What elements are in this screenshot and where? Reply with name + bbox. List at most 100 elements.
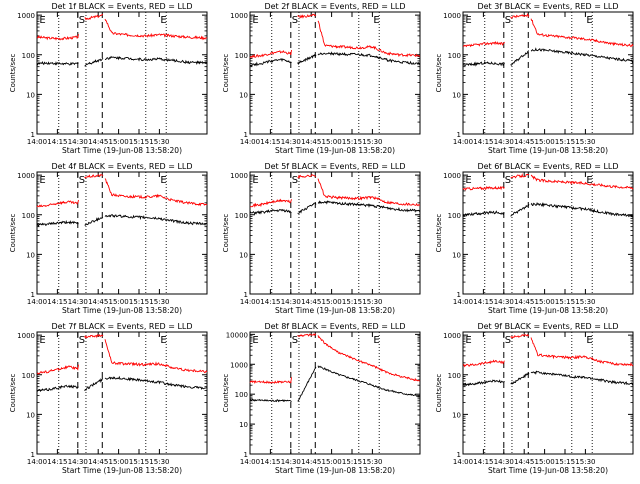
x-tick-label: 15:15 — [555, 298, 575, 306]
y-tick-label: 10 — [26, 251, 35, 259]
chart-title: Det 7f BLACK = Events, RED = LLD — [51, 322, 192, 331]
y-tick-label: 100 — [22, 212, 35, 220]
y-tick-label: 1 — [244, 291, 248, 299]
y-tick-label: 1000 — [443, 172, 461, 180]
x-tick-label: 15:30 — [575, 458, 595, 466]
x-axis-label: Start Time (19-Jun-08 13:58:20) — [488, 146, 608, 155]
plot-frame — [249, 331, 421, 455]
x-tick-label: 14:15 — [473, 298, 493, 306]
x-axis-label: Start Time (19-Jun-08 13:58:20) — [275, 466, 395, 475]
event-marker: S — [505, 335, 511, 346]
events-rate-line — [462, 47, 634, 67]
y-tick-label: 1000 — [230, 172, 248, 180]
y-tick-label: 1 — [244, 131, 248, 139]
x-axis-label: Start Time (19-Jun-08 13:58:20) — [62, 306, 182, 315]
x-tick-label: 15:15 — [342, 138, 362, 146]
x-tick-label: 15:30 — [362, 298, 382, 306]
x-tick-label: 15:30 — [575, 138, 595, 146]
y-tick-label: 1000 — [230, 361, 248, 369]
x-tick-label: 14:30 — [494, 298, 514, 306]
event-marker: S — [505, 175, 511, 186]
x-tick-label: 14:15 — [260, 298, 280, 306]
y-tick-label: 10 — [239, 91, 248, 99]
y-tick-label: 1000 — [17, 12, 35, 20]
x-tick-label: 15:15 — [342, 458, 362, 466]
events-rate-line — [462, 202, 634, 218]
x-tick-label: 15:30 — [149, 298, 169, 306]
x-tick-label: 15:00 — [322, 138, 342, 146]
lld-rate-line — [249, 333, 421, 385]
x-tick-label: 14:00 — [453, 458, 473, 466]
x-tick-label: 15:30 — [575, 298, 595, 306]
y-axis-label: Counts/sec — [435, 214, 443, 253]
y-tick-label: 1 — [457, 131, 461, 139]
plot-frame — [462, 171, 634, 295]
x-tick-label: 14:30 — [494, 458, 514, 466]
x-tick-label: 15:00 — [535, 298, 555, 306]
x-tick-label: 14:15 — [47, 298, 67, 306]
x-tick-label: 14:45 — [88, 138, 108, 146]
x-tick-label: 14:00 — [240, 458, 260, 466]
event-marker: E — [465, 175, 471, 186]
y-tick-label: 100 — [448, 52, 461, 60]
events-rate-line — [36, 55, 208, 67]
y-tick-label: 1000 — [443, 12, 461, 20]
x-tick-label: 14:30 — [281, 138, 301, 146]
x-tick-label: 15:15 — [555, 138, 575, 146]
x-axis-label: Start Time (19-Jun-08 13:58:20) — [62, 466, 182, 475]
events-rate-line — [462, 370, 634, 388]
y-axis-label: Counts/sec — [9, 214, 17, 253]
x-tick-label: 15:00 — [322, 458, 342, 466]
x-tick-label: 15:15 — [342, 298, 362, 306]
y-tick-label: 10 — [452, 251, 461, 259]
x-tick-label: 15:15 — [129, 458, 149, 466]
lld-rate-line — [36, 14, 208, 41]
lld-rate-line — [462, 333, 634, 368]
plot-frame — [36, 11, 208, 135]
event-marker: E — [160, 175, 166, 186]
y-tick-label: 100 — [22, 372, 35, 380]
lld-rate-line — [249, 13, 421, 59]
x-tick-label: 14:30 — [281, 298, 301, 306]
chart-title: Det 4f BLACK = Events, RED = LLD — [51, 162, 192, 171]
chart-title: Det 1f BLACK = Events, RED = LLD — [51, 2, 192, 11]
event-marker: E — [373, 15, 379, 26]
y-axis-label: Counts/sec — [435, 54, 443, 93]
event-marker: S — [79, 335, 85, 346]
x-tick-label: 15:00 — [109, 138, 129, 146]
events-rate-line — [249, 51, 421, 67]
x-tick-label: 14:45 — [301, 138, 321, 146]
plot-frame — [249, 11, 421, 135]
y-axis-label: Counts/sec — [222, 374, 230, 413]
plot-frame — [462, 331, 634, 455]
y-axis-label: Counts/sec — [222, 214, 230, 253]
y-tick-label: 10 — [26, 91, 35, 99]
y-tick-label: 100 — [448, 212, 461, 220]
y-tick-label: 1000 — [443, 332, 461, 340]
x-axis-label: Start Time (19-Jun-08 13:58:20) — [275, 306, 395, 315]
plot-frame — [36, 171, 208, 295]
y-tick-label: 100 — [22, 52, 35, 60]
event-marker: E — [586, 15, 592, 26]
y-axis-label: Counts/sec — [222, 54, 230, 93]
x-tick-label: 14:30 — [68, 458, 88, 466]
x-tick-label: 15:00 — [535, 138, 555, 146]
x-tick-label: 15:15 — [129, 138, 149, 146]
y-tick-label: 1000 — [17, 172, 35, 180]
event-marker: E — [39, 335, 45, 346]
event-marker: S — [292, 175, 298, 186]
x-tick-label: 14:00 — [240, 298, 260, 306]
chart-title: Det 5f BLACK = Events, RED = LLD — [264, 162, 405, 171]
x-tick-label: 14:30 — [281, 458, 301, 466]
events-rate-line — [36, 214, 208, 228]
chart-title: Det 8f BLACK = Events, RED = LLD — [264, 322, 405, 331]
x-tick-label: 14:00 — [27, 458, 47, 466]
event-marker: E — [586, 335, 592, 346]
x-axis-label: Start Time (19-Jun-08 13:58:20) — [62, 146, 182, 155]
y-tick-label: 10 — [26, 411, 35, 419]
x-tick-label: 14:00 — [453, 298, 473, 306]
y-tick-label: 10 — [452, 91, 461, 99]
x-tick-label: 14:00 — [453, 138, 473, 146]
event-marker: E — [160, 15, 166, 26]
